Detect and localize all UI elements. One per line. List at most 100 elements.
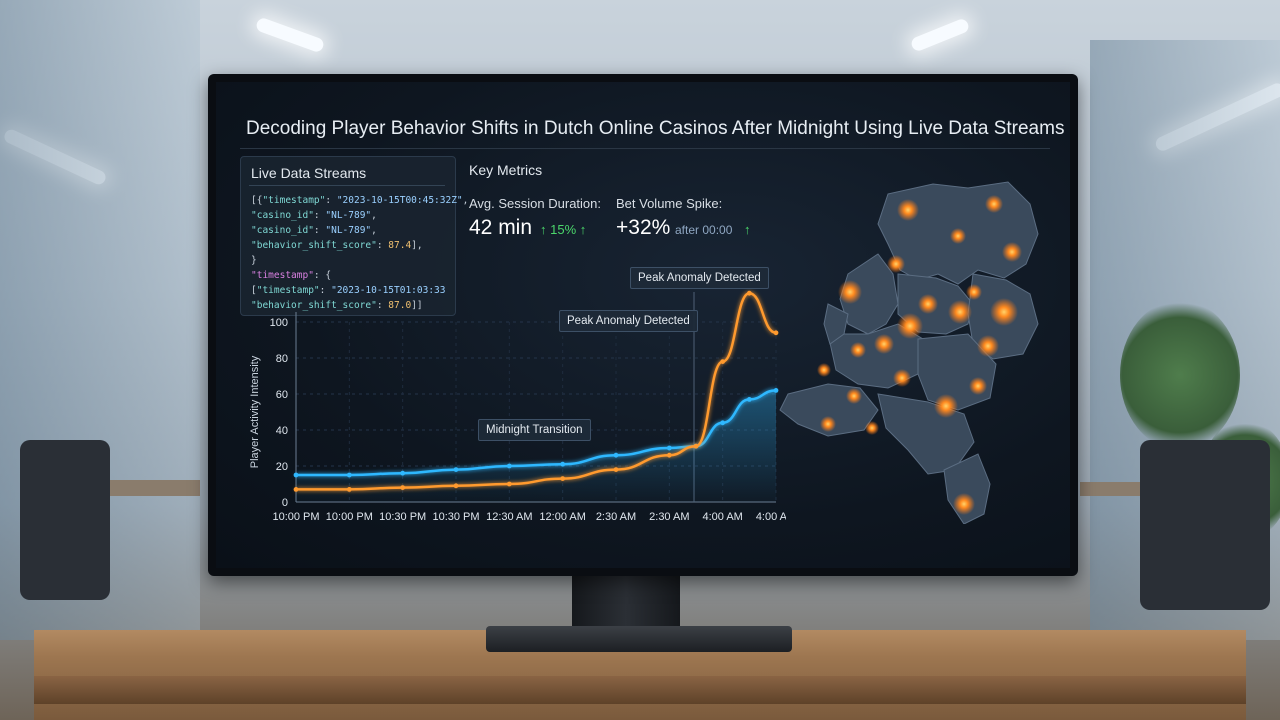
- code-token: "NL-789": [325, 225, 372, 236]
- series-point-1: [613, 467, 619, 472]
- code-token: "timestamp": [256, 285, 320, 296]
- streams-title: Live Data Streams: [251, 165, 367, 181]
- series-point-0: [613, 452, 619, 458]
- series-point-0: [666, 445, 672, 451]
- hotspot: [990, 298, 1018, 326]
- code-token: :: [325, 195, 337, 206]
- code-token: 87.4: [388, 240, 412, 251]
- hotspot: [897, 199, 919, 221]
- ceiling-light: [909, 17, 971, 53]
- code-line: "behavior_shift_score": 87.4],: [251, 240, 423, 251]
- midnight-transition-label: Midnight Transition: [478, 419, 591, 441]
- code-token: "behavior_shift_score": [251, 300, 377, 311]
- code-line: ["timestamp": "2023-10-15T01:03:33: [251, 285, 446, 296]
- x-tick-label: 10:30 PM: [432, 511, 479, 523]
- x-tick-label: 2:30 AM: [596, 511, 636, 523]
- series-point-1: [506, 481, 512, 487]
- series-point-1: [293, 487, 299, 492]
- code-token: :: [319, 285, 332, 296]
- key-metrics-title: Key Metrics: [469, 162, 543, 178]
- session-duration-value: 42 min: [469, 216, 533, 239]
- code-token: ],: [411, 240, 423, 251]
- code-token: "casino_id": [251, 210, 314, 221]
- ceiling-light: [254, 16, 326, 54]
- code-token: :: [376, 240, 389, 251]
- series-point-1: [773, 330, 779, 336]
- y-tick-label: 20: [276, 461, 288, 473]
- series-point-0: [746, 397, 752, 402]
- code-token: "timestamp": [262, 195, 326, 206]
- series-point-1: [666, 452, 672, 458]
- hotspot: [950, 228, 966, 244]
- series-point-0: [720, 420, 726, 426]
- y-tick-label: 80: [276, 353, 288, 365]
- hotspot: [838, 280, 862, 304]
- hotspot: [977, 335, 999, 357]
- hotspot: [874, 334, 894, 354]
- hotspot: [897, 313, 923, 339]
- session-duration-label: Avg. Session Duration:: [469, 196, 601, 211]
- plant: [1120, 300, 1240, 450]
- bet-volume-sub: after 00:00: [675, 223, 733, 237]
- code-token: "2023-10-15T01:03:33: [331, 285, 446, 296]
- code-token: 87.0: [388, 300, 412, 311]
- y-axis-label: Player Activity Intensity: [249, 355, 261, 468]
- hotspot: [865, 421, 879, 435]
- office-chair: [20, 440, 110, 600]
- hotspot: [953, 493, 975, 515]
- code-token: }: [251, 255, 257, 266]
- code-token: "behavior_shift_score": [251, 240, 377, 251]
- y-tick-label: 40: [276, 425, 288, 437]
- hotspot: [969, 377, 987, 395]
- code-line: }: [251, 255, 257, 266]
- code-token: ,: [371, 225, 377, 236]
- series-point-1: [400, 485, 406, 490]
- y-tick-label: 60: [276, 389, 288, 401]
- hotspot: [948, 300, 972, 324]
- code-token: "2023-10-15T00:45:32Z": [336, 195, 463, 206]
- code-token: : {: [313, 270, 332, 281]
- series-point-1: [560, 476, 566, 481]
- series-point-1: [693, 443, 699, 449]
- code-line: [{"timestamp": "2023-10-15T00:45:32Z",: [251, 195, 468, 206]
- map-provinces: [779, 181, 1039, 524]
- hotspot: [846, 388, 862, 404]
- page-title: Decoding Player Behavior Shifts in Dutch…: [246, 118, 1065, 139]
- code-line: "timestamp": {: [251, 270, 331, 281]
- code-token: ,: [462, 195, 469, 206]
- series-point-1: [720, 359, 726, 364]
- code-token: [: [251, 285, 257, 296]
- bet-volume-label: Bet Volume Spike:: [616, 196, 723, 211]
- monitor-stand: [572, 574, 680, 632]
- table-edge: [34, 676, 1246, 704]
- x-tick-label: 2:30 AM: [649, 511, 689, 523]
- x-tick-label: 4:00 AM: [702, 511, 742, 523]
- x-tick-label: 4:00 AM: [756, 511, 786, 523]
- y-tick-label: 0: [282, 497, 288, 509]
- hotspot: [934, 394, 958, 418]
- hotspot: [820, 416, 836, 432]
- peak-anomaly-label-2: Peak Anomaly Detected: [630, 267, 769, 289]
- series-point-1: [346, 487, 352, 492]
- activity-hotspots: [817, 195, 1022, 515]
- office-chair: [1140, 440, 1270, 610]
- series-point-0: [400, 470, 406, 476]
- code-token: ]]: [411, 300, 423, 311]
- hotspot: [985, 195, 1003, 213]
- hotspot: [918, 294, 938, 314]
- peak-anomaly-label: Peak Anomaly Detected: [559, 310, 698, 332]
- activity-line-chart: 0 20 40 60 80 100 10:00 PM 10:00 PM 10:30 PM 10:3…: [249, 290, 786, 523]
- y-tick-label: 100: [270, 317, 288, 329]
- netherlands-heatmap: [779, 181, 1039, 524]
- session-duration-delta: ↑ 15% ↑: [540, 222, 587, 237]
- code-token: [{: [251, 195, 263, 206]
- code-token: :: [313, 210, 326, 221]
- code-token: :: [376, 300, 389, 311]
- series-area: [296, 390, 776, 502]
- code-token: ,: [371, 210, 377, 221]
- code-token: "casino_id": [251, 225, 314, 236]
- code-token: "NL-789": [325, 210, 372, 221]
- x-tick-label: 12:30 AM: [486, 511, 532, 523]
- series-point-1: [746, 290, 752, 296]
- series-point-1: [453, 483, 459, 489]
